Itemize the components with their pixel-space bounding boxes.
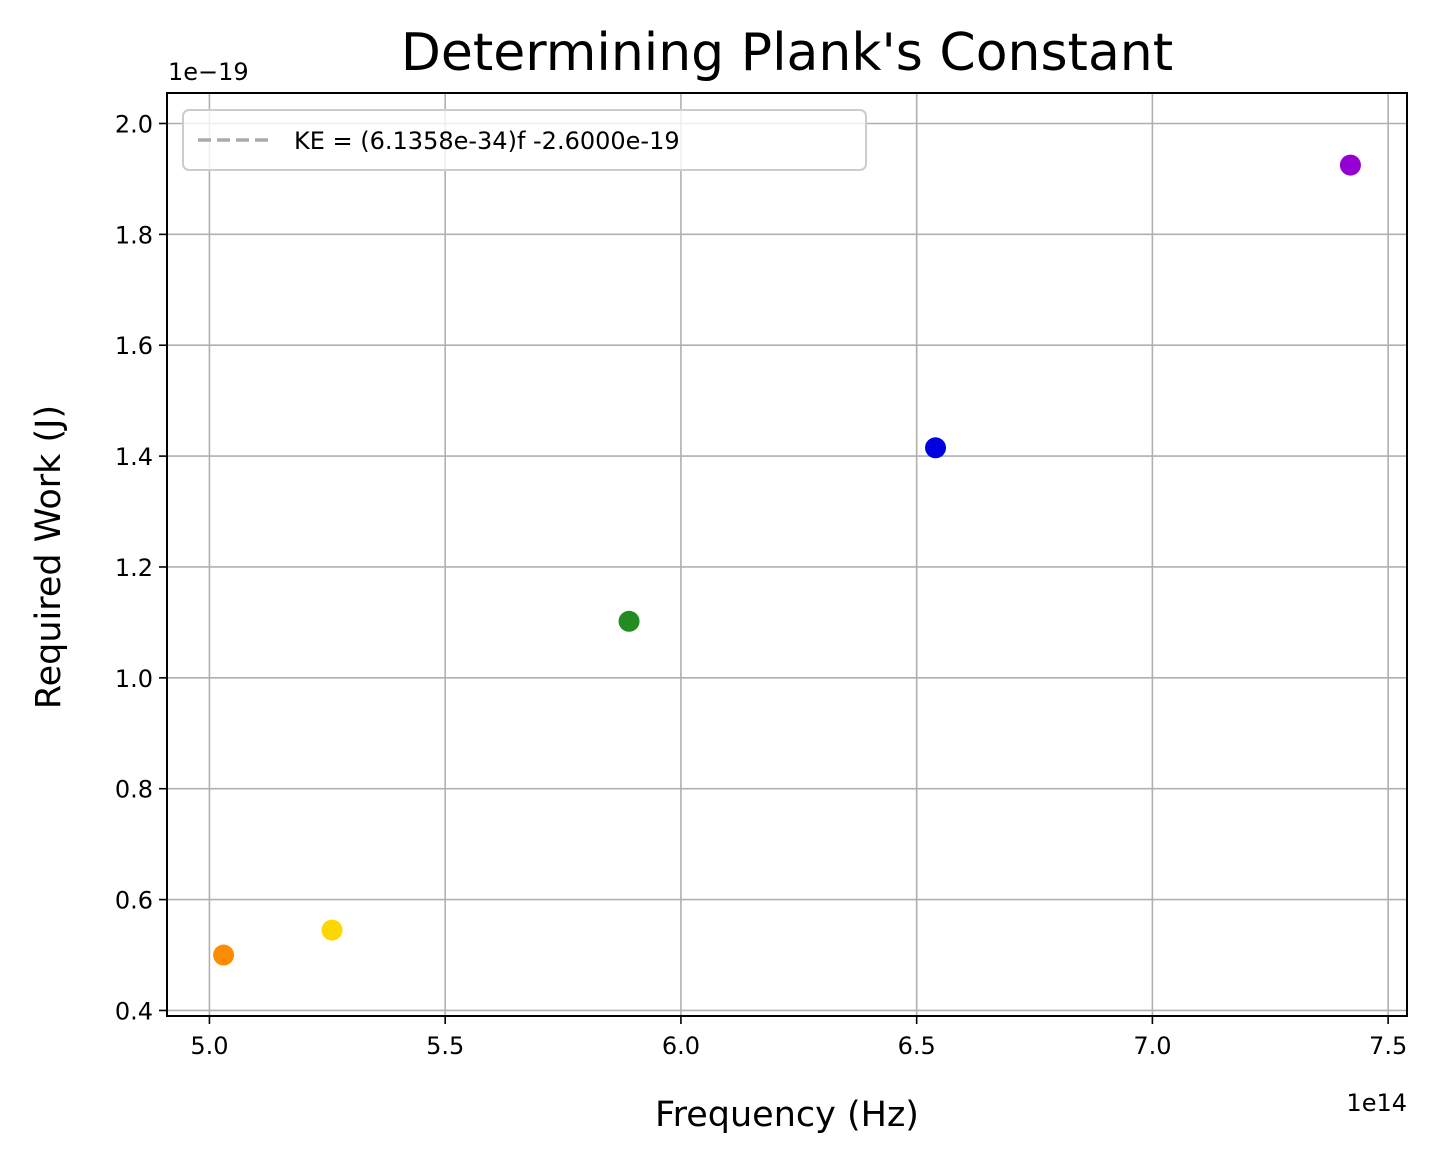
x-tick-label-3: 6.5 [898, 1032, 936, 1060]
data-point-3 [925, 437, 947, 459]
data-point-2 [618, 610, 640, 632]
x-tick-label-5: 7.5 [1369, 1032, 1407, 1060]
x-axis-label: Frequency (Hz) [655, 1095, 919, 1135]
data-point-4 [1339, 154, 1361, 176]
chart-title: Determining Plank's Constant [401, 23, 1173, 83]
data-point-0 [213, 944, 235, 966]
grid [167, 93, 1407, 1016]
x-tick-label-1: 5.5 [426, 1032, 464, 1060]
x-offset-label: 1e14 [1346, 1089, 1407, 1117]
data-points [213, 154, 1361, 966]
y-tick-label-6: 1.6 [115, 332, 153, 360]
x-tick-label-2: 6.0 [662, 1032, 700, 1060]
plot-frame [166, 92, 1408, 1017]
y-tick-label-5: 1.4 [115, 443, 153, 471]
y-tick-label-1: 0.6 [115, 887, 153, 915]
y-tick-label-3: 1.0 [115, 665, 153, 693]
legend-box [182, 109, 867, 171]
legend: KE = (6.1358e-34)f -2.6000e-19 [182, 109, 867, 171]
x-tick-label-4: 7.0 [1133, 1032, 1171, 1060]
y-tick-label-0: 0.4 [115, 997, 153, 1025]
y-tick-label-7: 1.8 [115, 221, 153, 249]
y-axis-label: Required Work (J) [29, 405, 69, 709]
y-tick-label-4: 1.2 [115, 554, 153, 582]
y-tick-label-8: 2.0 [115, 110, 153, 138]
y-tick-label-2: 0.8 [115, 776, 153, 804]
y-axis-ticks: 0.4 0.6 0.8 1.0 1.2 1.4 1.6 1.8 2.0 [115, 110, 167, 1025]
x-tick-label-0: 5.0 [190, 1032, 228, 1060]
data-point-1 [321, 919, 343, 941]
y-offset-label: 1e−19 [168, 58, 249, 86]
legend-fit-label: KE = (6.1358e-34)f -2.6000e-19 [294, 127, 680, 155]
x-axis-ticks: 5.0 5.5 6.0 6.5 7.0 7.5 [190, 1016, 1407, 1060]
